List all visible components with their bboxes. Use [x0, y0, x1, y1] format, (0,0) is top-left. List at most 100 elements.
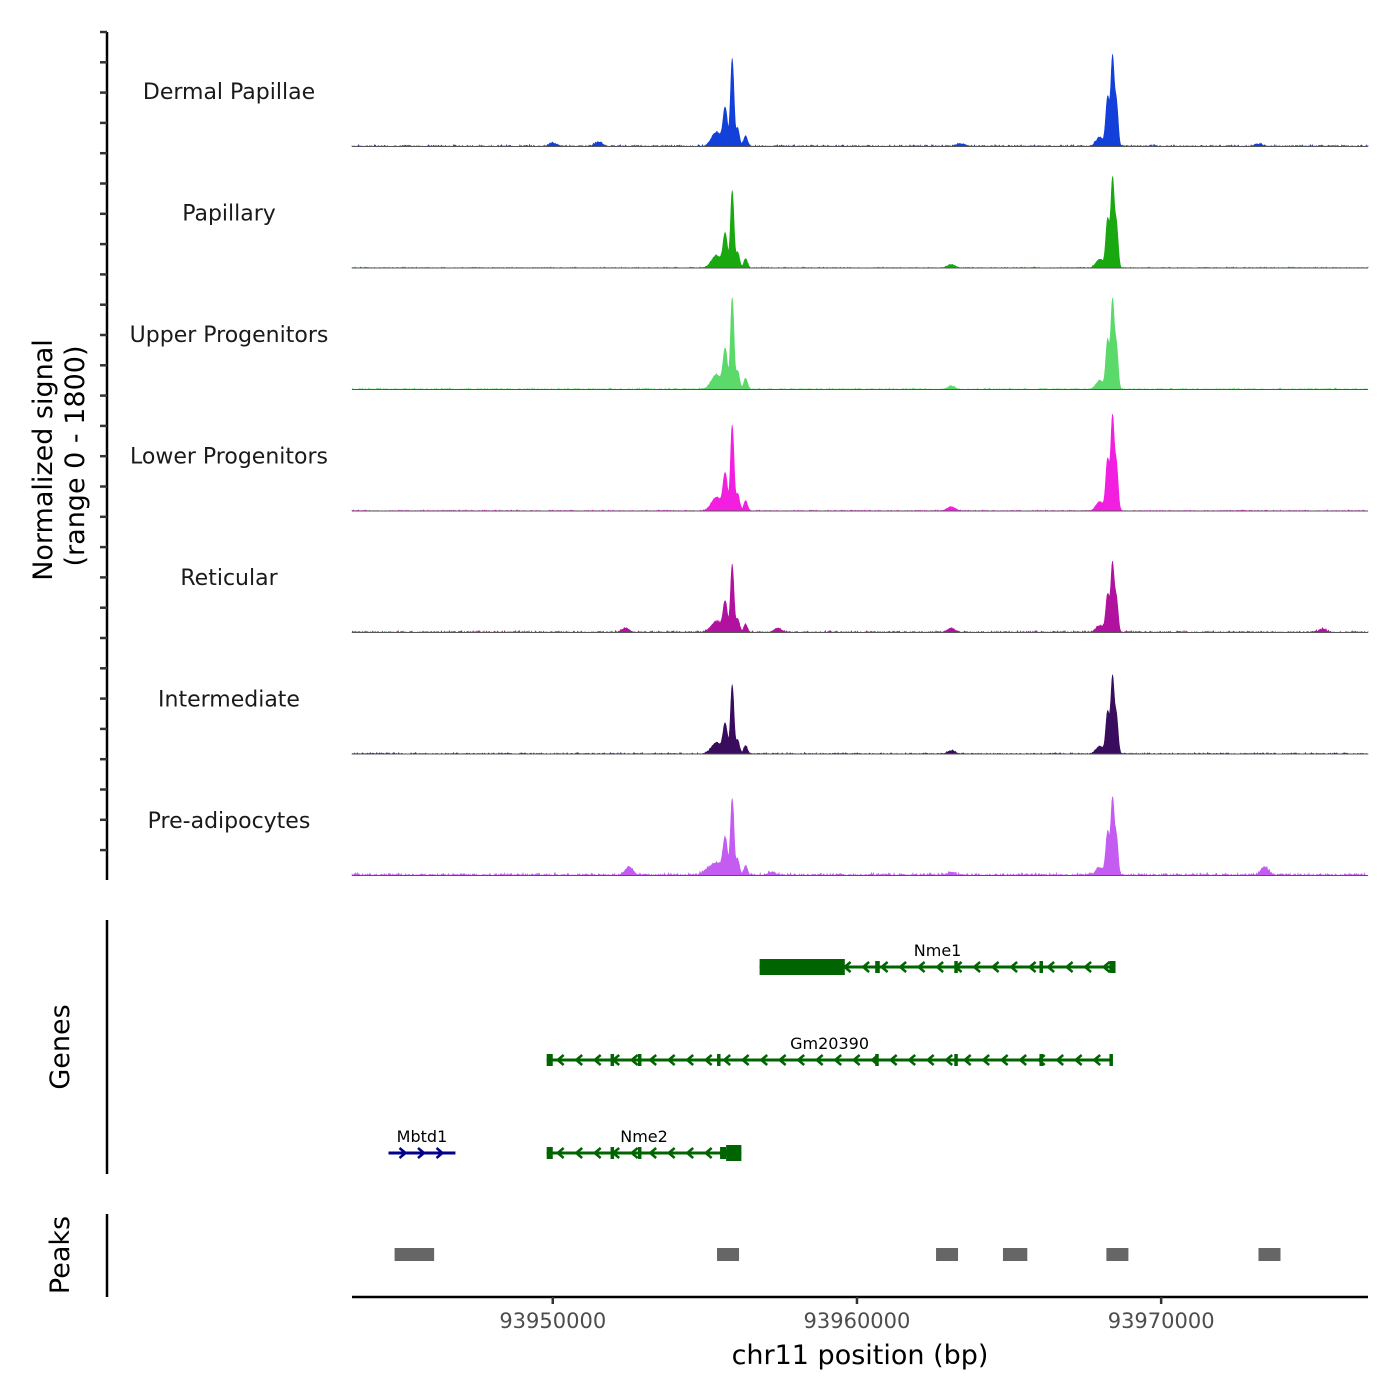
strand-arrow [907, 1054, 916, 1066]
gene-exon [759, 959, 845, 975]
strand-arrow [574, 1054, 583, 1066]
signal-track: Upper Progenitors [130, 297, 1369, 391]
signal-track: Pre-adipocytes [148, 796, 1369, 877]
gene-model: Nme1 [759, 941, 1116, 975]
strand-arrow [981, 1054, 990, 1066]
strand-arrow [555, 1054, 565, 1066]
peak-track [394, 1248, 1281, 1261]
signal-track: Lower Progenitors [130, 413, 1369, 512]
strand-arrow [925, 1054, 935, 1066]
x-axis-title: chr11 position (bp) [732, 1340, 989, 1371]
strand-arrow [1092, 1054, 1101, 1066]
strand-arrow [861, 961, 870, 973]
strand-arrow [1018, 1054, 1027, 1066]
signal-track: Dermal Papillae [143, 54, 1369, 148]
x-tick-label: 93970000 [1108, 1309, 1215, 1333]
peak-region [1002, 1248, 1028, 1261]
peak-region [936, 1248, 959, 1261]
strand-arrow [851, 1054, 861, 1066]
peak-region [717, 1248, 740, 1261]
gene-exon [1039, 961, 1043, 973]
strand-arrow [1083, 961, 1092, 973]
strand-arrow [555, 1147, 565, 1159]
y-axis-title-line1: Normalized signal [28, 339, 59, 581]
strand-arrow [999, 1054, 1009, 1066]
x-tick-label: 93950000 [499, 1309, 606, 1333]
strand-arrow [648, 1054, 657, 1066]
strand-arrow [1009, 961, 1018, 973]
signal-track: Papillary [182, 176, 1369, 269]
gene-exon [546, 1054, 553, 1066]
signal-area [351, 674, 1369, 755]
strand-arrow [417, 1147, 426, 1159]
x-axis: 93950000 93960000 93970000 [352, 1295, 1368, 1333]
track-label: Upper Progenitors [130, 323, 329, 348]
strand-arrow [814, 1054, 824, 1066]
gene-exon [1109, 961, 1116, 973]
strand-arrow [1027, 961, 1037, 973]
y-axis-title-line2: (range 0 - 1800) [60, 346, 91, 567]
gene-exon [875, 1054, 879, 1066]
strand-arrow [796, 1054, 805, 1066]
strand-arrow [592, 1054, 602, 1066]
gene-exon [954, 961, 958, 973]
signal-tracks: Dermal Papillae Papillary Upper Progenitor… [130, 54, 1369, 877]
strand-arrow [935, 961, 944, 973]
strand-arrow [592, 1147, 602, 1159]
track-label: Intermediate [158, 688, 300, 713]
gene-exon [1109, 1054, 1113, 1066]
signal-track: Intermediate [158, 674, 1369, 755]
strand-arrow [888, 1054, 898, 1066]
peak-region [406, 1248, 435, 1261]
strand-arrow [703, 1054, 713, 1066]
strand-arrow [666, 1054, 676, 1066]
signal-area [351, 413, 1369, 512]
signal-area [351, 796, 1369, 877]
gene-exon [1039, 1054, 1043, 1066]
gene-label: Nme1 [914, 941, 962, 960]
strand-arrow [1064, 961, 1074, 973]
gene-exon [875, 961, 880, 973]
strand-arrow [777, 1054, 787, 1066]
gene-track: Nme1 Gm20390 Mbtd1 Nme2 [388, 941, 1116, 1161]
strand-arrow [944, 1054, 953, 1066]
strand-arrow [574, 1147, 583, 1159]
strand-arrow [1046, 961, 1055, 973]
peak-region [1106, 1248, 1129, 1261]
strand-arrow [1073, 1054, 1083, 1066]
left-axes [100, 30, 109, 1297]
strand-arrow [962, 1054, 972, 1066]
strand-arrow [879, 961, 889, 973]
strand-arrow [1101, 961, 1111, 973]
signal-area [351, 560, 1369, 634]
gene-model: Mbtd1 [388, 1127, 456, 1159]
strand-arrow [916, 961, 926, 973]
gene-exon [954, 1054, 958, 1066]
strand-arrow [972, 961, 981, 973]
strand-arrow [648, 1147, 657, 1159]
track-label: Dermal Papillae [143, 80, 315, 105]
strand-arrow [990, 961, 1000, 973]
gene-exon [726, 1145, 742, 1161]
gene-exon [637, 1147, 642, 1159]
genes-axis-title: Genes [45, 1004, 76, 1089]
peaks-axis-title: Peaks [45, 1216, 76, 1294]
strand-arrow [685, 1054, 694, 1066]
signal-area [351, 297, 1369, 391]
track-label: Reticular [180, 566, 278, 591]
track-label: Pre-adipocytes [148, 809, 311, 834]
strand-arrow [685, 1147, 694, 1159]
gene-label: Mbtd1 [397, 1127, 448, 1146]
track-label: Lower Progenitors [130, 445, 328, 470]
strand-arrow [740, 1054, 750, 1066]
strand-arrow [435, 1147, 445, 1159]
gene-exon [546, 1147, 553, 1159]
gene-exon [610, 1147, 615, 1159]
gene-model: Nme2 [546, 1127, 742, 1161]
signal-area [351, 176, 1369, 269]
strand-arrow [833, 1054, 842, 1066]
gene-exon [610, 1054, 615, 1066]
track-label: Papillary [182, 202, 276, 227]
strand-arrow [666, 1147, 676, 1159]
